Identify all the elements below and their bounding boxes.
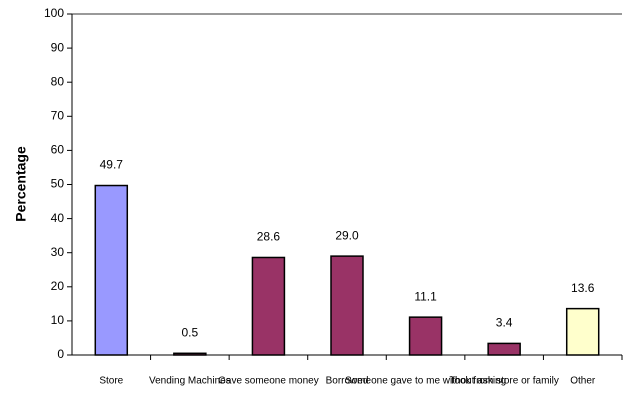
value-label: 49.7 (100, 158, 124, 172)
bar (330, 255, 364, 356)
bar (565, 307, 600, 356)
y-tick-label: 30 (51, 245, 65, 259)
y-tick-label: 70 (51, 108, 65, 122)
bar (94, 184, 129, 356)
y-tick-label: 0 (57, 347, 64, 361)
x-tick-label: Store (99, 376, 123, 387)
bar (251, 256, 286, 356)
value-label: 13.6 (571, 281, 595, 295)
y-tick-label: 60 (51, 143, 65, 157)
y-axis-label: Percentage (13, 146, 29, 222)
value-label: 0.5 (182, 325, 199, 339)
value-label: 29.0 (335, 228, 359, 242)
bar (173, 352, 207, 356)
x-tick-label: Someone gave to me without asking (345, 376, 506, 387)
y-tick-label: 50 (51, 177, 65, 191)
bar (487, 342, 521, 356)
bar (408, 316, 443, 356)
y-tick-label: 20 (51, 279, 65, 293)
y-tick-label: 100 (44, 6, 64, 20)
x-tick-label: Borrowed (326, 376, 369, 387)
y-tick-label: 40 (51, 211, 65, 225)
x-tick-label: Took from store or family (449, 376, 558, 387)
x-tick-label: Gave someone money (218, 376, 319, 387)
y-tick-label: 10 (51, 313, 65, 327)
value-label: 3.4 (496, 316, 513, 330)
x-tick-label: Other (570, 376, 596, 387)
y-tick-label: 90 (51, 40, 65, 54)
x-tick-label: Vending Machines (149, 376, 231, 387)
y-tick-label: 80 (51, 74, 65, 88)
value-label: 28.6 (257, 230, 281, 244)
value-label: 11.1 (414, 289, 437, 303)
